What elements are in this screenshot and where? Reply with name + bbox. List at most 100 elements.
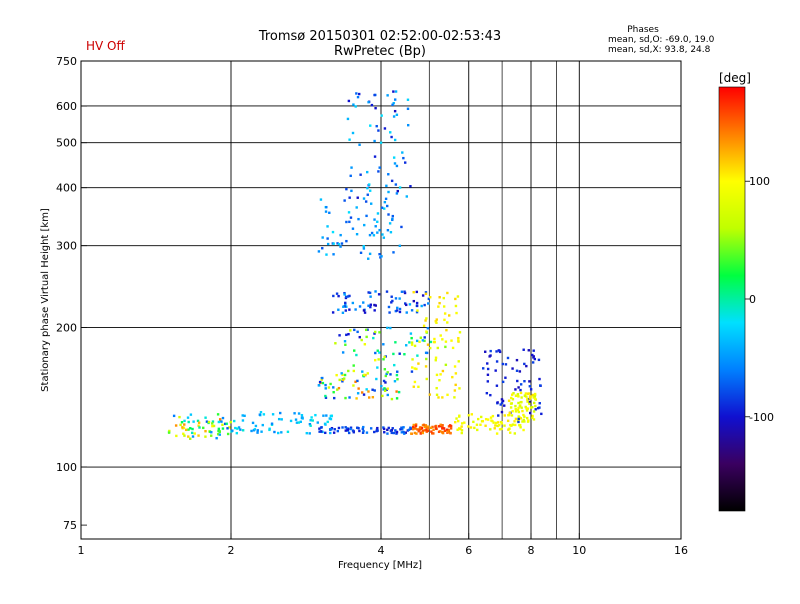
data-point <box>400 290 404 293</box>
data-point <box>437 396 440 399</box>
data-point <box>391 103 394 106</box>
data-point <box>168 429 171 433</box>
data-point <box>523 380 526 383</box>
data-point <box>336 242 339 245</box>
data-point <box>425 377 428 381</box>
data-point <box>458 387 461 390</box>
data-point <box>202 426 205 430</box>
data-point <box>513 432 517 435</box>
data-point <box>383 355 386 359</box>
data-point <box>472 420 475 424</box>
data-point <box>391 299 394 303</box>
data-point <box>218 418 222 421</box>
data-point <box>531 414 534 418</box>
data-point <box>444 345 447 349</box>
data-point <box>337 294 340 298</box>
data-point <box>390 135 393 139</box>
data-point <box>377 358 380 361</box>
data-point <box>494 424 497 427</box>
data-point <box>435 427 438 430</box>
data-point <box>365 431 369 434</box>
data-point <box>438 296 441 299</box>
data-point <box>519 383 523 386</box>
data-point <box>400 431 404 434</box>
data-point <box>414 423 418 426</box>
y-tick-label: 200 <box>56 321 77 334</box>
data-point <box>441 427 444 430</box>
data-point <box>434 425 437 428</box>
data-point <box>411 366 414 369</box>
data-point <box>353 328 356 332</box>
data-point <box>410 343 414 346</box>
data-point <box>326 420 329 424</box>
data-point <box>523 394 527 398</box>
data-point <box>317 384 321 387</box>
data-point <box>405 195 408 198</box>
data-point <box>386 387 389 390</box>
data-point <box>500 401 504 404</box>
data-point <box>403 290 406 293</box>
data-point <box>341 426 344 429</box>
data-point <box>187 428 190 431</box>
data-point <box>376 366 379 369</box>
data-point <box>197 421 201 424</box>
data-point <box>458 331 462 334</box>
data-point <box>277 417 281 421</box>
data-point <box>516 408 520 412</box>
data-point <box>520 406 523 409</box>
data-point <box>374 225 377 228</box>
data-point <box>531 393 535 397</box>
data-point <box>413 431 417 435</box>
data-point <box>390 295 393 298</box>
data-point <box>406 429 410 432</box>
data-point <box>376 429 379 432</box>
data-point <box>389 373 392 376</box>
data-point <box>522 428 525 432</box>
data-point <box>373 430 376 434</box>
y-axis-ticks: 750 600 500 400 300 200 100 75 <box>56 55 87 532</box>
data-point <box>439 424 442 428</box>
data-point <box>533 397 537 401</box>
data-point <box>352 369 356 373</box>
data-point <box>401 151 404 154</box>
data-point <box>393 138 397 142</box>
data-point <box>432 432 435 435</box>
colorbar-unit-label: [deg] <box>719 71 751 85</box>
data-point <box>332 294 335 298</box>
data-point <box>518 405 521 408</box>
x-tick-label: 8 <box>528 544 535 557</box>
data-point <box>352 103 355 106</box>
data-point <box>392 101 395 105</box>
data-point <box>358 429 361 433</box>
data-point <box>490 419 493 422</box>
data-point <box>424 292 428 296</box>
data-point <box>364 328 368 332</box>
data-point <box>363 223 366 227</box>
data-point <box>273 430 276 434</box>
data-point <box>216 413 220 416</box>
data-point <box>382 426 385 429</box>
data-point <box>538 402 541 405</box>
data-point <box>326 237 329 240</box>
data-point <box>519 391 523 395</box>
data-point <box>395 397 399 400</box>
data-point <box>423 429 427 432</box>
data-point <box>486 380 490 383</box>
data-point <box>378 166 381 169</box>
data-point <box>517 415 520 418</box>
data-point <box>473 426 476 430</box>
data-point <box>310 416 313 419</box>
data-point <box>489 393 492 397</box>
data-point <box>221 423 224 427</box>
data-point <box>332 431 336 434</box>
data-point <box>358 143 361 146</box>
data-point <box>529 397 532 400</box>
data-point <box>532 418 536 421</box>
data-point <box>400 426 403 429</box>
data-point <box>189 437 192 440</box>
data-point <box>425 357 428 361</box>
data-point <box>408 303 412 306</box>
data-point <box>370 231 374 235</box>
data-point <box>197 434 200 437</box>
data-point <box>426 429 430 433</box>
